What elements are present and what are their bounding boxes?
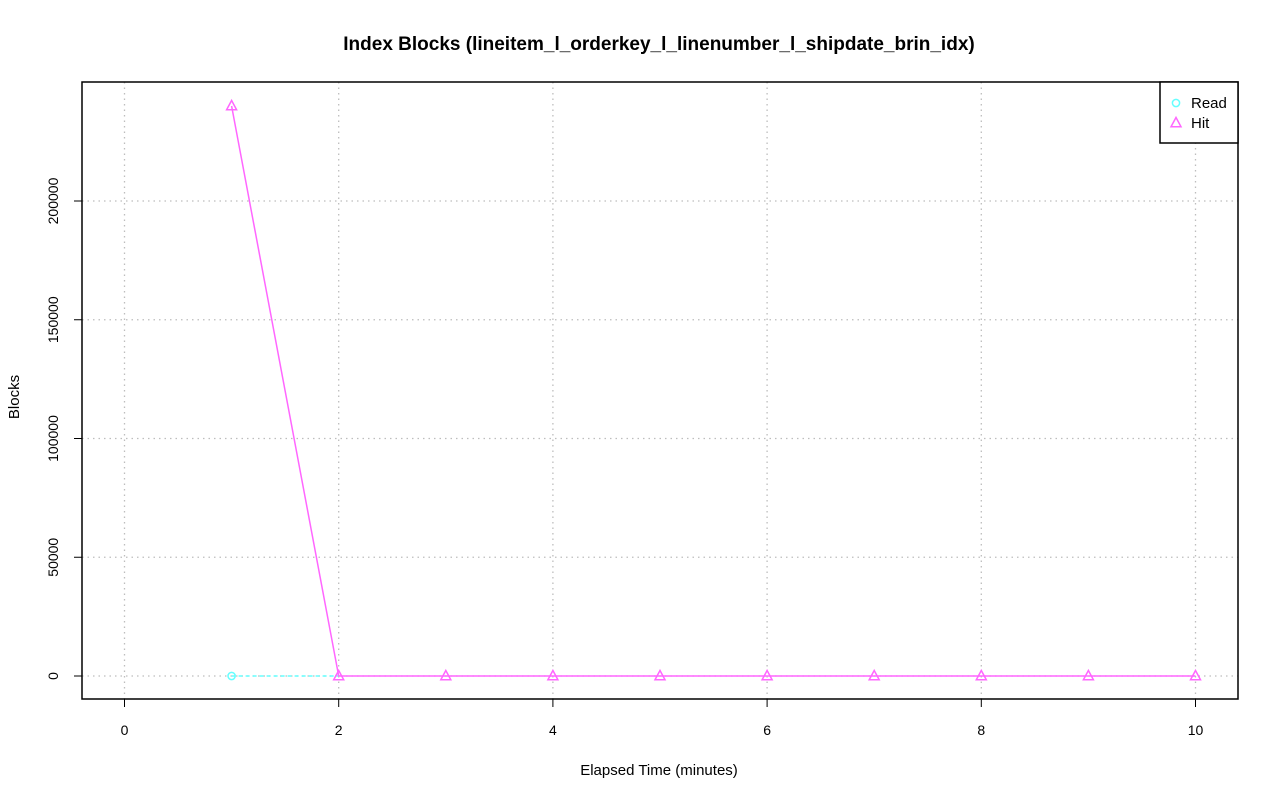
point-hit-5 [760,668,774,681]
legend-box [1159,81,1239,144]
y-tick-label-0: 0 [45,672,61,680]
grid [82,82,1238,699]
point-hit-0 [225,98,238,111]
plot-frame [81,81,1239,700]
y-tick-label-4: 200000 [45,177,61,224]
point-hit-8 [1082,668,1095,681]
point-hit-3 [546,668,560,681]
x-tick-label-0: 0 [121,722,129,738]
series-hit [225,98,1202,681]
legend-label-read: Read [1191,95,1227,112]
x-axis-label: Elapsed Time (minutes) [580,762,738,779]
point-hit-9 [1189,668,1202,681]
series-line-hit [230,105,1196,677]
x-tick-label-4: 8 [977,722,985,738]
y-tick-label-2: 100000 [45,415,61,462]
x-tick-label-5: 10 [1188,722,1204,738]
series-read [227,671,339,681]
legend-marker-hit [1169,115,1183,128]
point-hit-4 [653,668,667,681]
x-tick-label-3: 6 [763,722,771,738]
x-axis: 0 2 4 6 8 10 [121,698,1204,738]
point-read-0 [227,671,236,681]
chart-title: Index Blocks (lineitem_l_orderkey_l_line… [343,34,974,55]
point-hit-6 [867,668,881,681]
legend-marker-read [1171,98,1181,108]
x-tick-label-1: 2 [335,722,343,738]
y-tick-label-1: 50000 [45,538,61,577]
x-tick-label-2: 4 [549,722,557,738]
point-hit-7 [975,668,988,681]
y-tick-label-3: 150000 [45,296,61,343]
point-hit-1 [332,668,345,681]
series-layer [225,98,1202,681]
legend-label-hit: Hit [1191,115,1210,132]
legend: Read Hit [1159,81,1239,144]
y-axis: 0 50000 100000 150000 200000 [45,177,83,680]
y-axis-label: Blocks [6,375,23,419]
point-hit-2 [439,668,453,681]
